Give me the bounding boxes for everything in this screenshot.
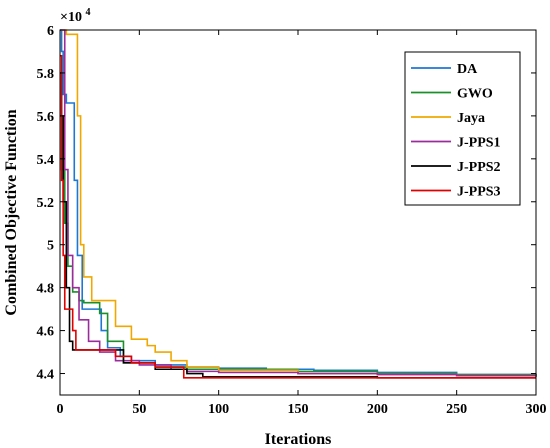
x-tick-label: 300 (526, 402, 547, 417)
y-tick-label: 4.8 (37, 282, 55, 297)
y-tick-label: 5.2 (37, 196, 55, 211)
y-tick-label: 4.4 (37, 368, 55, 383)
x-tick-label: 100 (208, 402, 229, 417)
legend-label-da: DA (457, 62, 478, 77)
legend: DA GWO Jaya J-PPS1 J-PPS2 J-PPS3 (404, 51, 521, 206)
y-tick-label: 4.6 (37, 325, 55, 340)
series-line-da (60, 29, 537, 377)
x-tick-label: 0 (57, 402, 64, 417)
y-tick-label: 5.4 (37, 153, 55, 168)
series-line-j-pps3 (60, 54, 536, 379)
x-axis-title: Iterations (265, 431, 332, 448)
x-tick-label: 250 (446, 402, 467, 417)
y-tick-label: 6 (47, 24, 54, 39)
y-multiplier-label: ×10 4 (60, 7, 90, 25)
legend-label-gwo: GWO (457, 87, 493, 102)
y-multiplier-exp: 4 (85, 7, 90, 18)
y-tick-label: 5.8 (37, 67, 55, 82)
legend-label-j-pps1: J-PPS1 (457, 136, 501, 151)
y-axis: 4.4 4.6 4.8 5 5.2 5.4 5.6 5.8 6 (37, 24, 536, 383)
y-tick-label: 5 (47, 239, 54, 254)
x-tick-label: 200 (367, 402, 388, 417)
legend-box (404, 51, 521, 206)
y-axis-title: Combined Objective Function (3, 109, 20, 315)
y-tick-label: 5.6 (37, 110, 55, 125)
y-multiplier-base: ×10 (60, 10, 82, 25)
legend-label-j-pps3: J-PPS3 (457, 185, 501, 200)
x-axis: 0 50 100 150 200 250 300 (57, 30, 547, 417)
legend-label-jaya: Jaya (457, 111, 485, 126)
legend-label-j-pps2: J-PPS2 (457, 160, 501, 175)
x-tick-label: 50 (132, 402, 146, 417)
series-line-j-pps1 (60, 29, 537, 377)
x-tick-label: 150 (288, 402, 309, 417)
